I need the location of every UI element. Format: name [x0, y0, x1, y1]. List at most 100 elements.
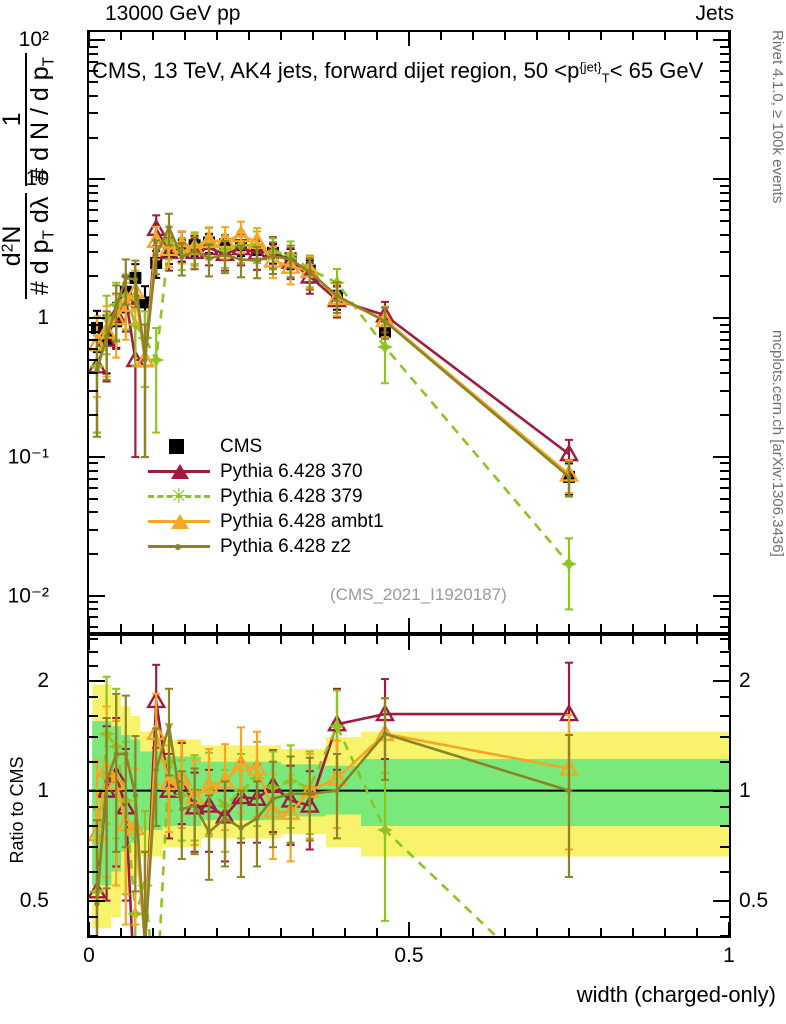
x-tick-main-top — [536, 32, 538, 40]
y-tick-main-right — [720, 338, 729, 341]
x-tick-ratio-bottom — [600, 928, 602, 936]
x-tick-ratio-bottom — [408, 922, 410, 936]
legend-key-ambt1 — [148, 509, 210, 534]
x-tick-ratio-top — [312, 636, 314, 644]
x-tick-ratio-bottom — [216, 928, 218, 936]
legend-key-cms — [148, 434, 210, 459]
marker-dot — [166, 723, 172, 729]
x-tick-ratio-bottom — [440, 928, 442, 936]
y-tick-main-right — [720, 199, 729, 202]
x-tick-ratio-bottom — [248, 928, 250, 936]
x-tick-main-bottom — [600, 624, 602, 632]
x-tick-main-top — [312, 32, 314, 40]
y-tick-main-right — [720, 486, 729, 489]
x-tick-main-top — [632, 32, 634, 40]
legend-item-p370[interactable]: Pythia 6.428 370 — [148, 459, 384, 484]
y-tick-main — [89, 136, 98, 139]
legend-item-p379[interactable]: ✳ Pythia 6.428 379 — [148, 484, 384, 509]
marker-triangle — [230, 224, 252, 243]
rivet-version-caption: Rivet 4.1.0, ≥ 100k events — [769, 30, 786, 204]
y-tick-main-right — [713, 178, 729, 181]
x-tick-main-top — [248, 32, 250, 40]
y-ticklabel-ratio-right: 0.5 — [739, 888, 769, 912]
y-tick-main-right — [720, 347, 729, 350]
x-tick-main-bottom — [312, 624, 314, 632]
x-tick-ratio-top — [152, 636, 154, 644]
y-tick-main-right — [720, 94, 729, 97]
y-tick-ratio — [89, 650, 98, 653]
y-tick-main-right — [720, 275, 729, 278]
x-tick-main-bottom — [344, 624, 346, 632]
x-tick-main-top — [280, 32, 282, 40]
x-tick-main-top — [472, 32, 474, 40]
marker-dot — [288, 791, 294, 797]
main-plot-panel — [87, 30, 731, 634]
x-tick-main-bottom — [536, 624, 538, 632]
marker-dot — [307, 791, 313, 797]
x-tick-ratio-top — [248, 636, 250, 644]
marker-dot — [206, 829, 212, 835]
y-tick-main — [89, 414, 98, 417]
y-ticklabel-ratio-right: 2 — [739, 668, 751, 692]
y-tick-main-right — [720, 462, 729, 465]
marker-dot — [132, 276, 138, 283]
y-tick-ratio — [89, 870, 98, 873]
x-tick-main-bottom — [568, 624, 570, 632]
x-tick-ratio-top — [344, 636, 346, 644]
y-tick-main — [89, 358, 98, 361]
ratio-plot-panel — [87, 634, 731, 938]
y-tick-main — [89, 233, 98, 236]
y-tick-main-right — [720, 358, 729, 361]
x-tick-main-top — [728, 32, 730, 46]
y-tick-main — [89, 469, 98, 472]
y-ticklabel-main: 10 — [25, 167, 49, 191]
y-tick-ratio-right — [713, 899, 729, 902]
marker-triangle — [230, 753, 252, 772]
y-tick-ratio-right — [720, 846, 729, 849]
marker-star — [561, 555, 577, 572]
x-tick-main-top — [696, 32, 698, 40]
y-tick-main — [89, 497, 98, 500]
x-tick-ratio-top — [664, 636, 666, 644]
legend-item-cms[interactable]: CMS — [148, 434, 384, 459]
y-tick-main — [89, 250, 98, 253]
x-tick-main-bottom — [248, 624, 250, 632]
marker-dot — [123, 751, 129, 757]
y-tick-ratio-right — [720, 736, 729, 739]
legend-marker-cms — [169, 439, 184, 454]
y-tick-main — [89, 338, 98, 341]
x-tick-ratio-top — [504, 636, 506, 644]
x-tick-ratio-bottom — [472, 928, 474, 936]
marker-dot — [113, 751, 119, 757]
marker-dot — [566, 788, 572, 794]
y-tick-main — [89, 112, 98, 115]
legend-marker-ambt1 — [171, 514, 189, 529]
y-tick-main-right — [720, 372, 729, 375]
legend-item-ambt1[interactable]: Pythia 6.428 ambt1 — [148, 509, 384, 534]
legend-item-z2[interactable]: Pythia 6.428 z2 — [148, 534, 384, 559]
y-tick-ratio-right — [720, 760, 729, 763]
y-tick-main — [89, 81, 98, 84]
x-tick-ratio-bottom — [312, 928, 314, 936]
marker-star — [148, 351, 165, 368]
marker-dot — [238, 825, 244, 831]
x-tick-ratio-top — [728, 636, 730, 650]
x-tick-ratio-bottom — [376, 928, 378, 936]
y-tick-main-right — [720, 497, 729, 500]
y-tick-main — [89, 52, 98, 55]
y-tick-main-right — [720, 414, 729, 417]
x-tick-ratio-bottom — [664, 928, 666, 936]
series-z2 — [93, 212, 573, 498]
x-tick-main-bottom — [696, 624, 698, 632]
marker-dot — [132, 792, 138, 799]
y-tick-ratio — [89, 846, 98, 849]
marker-dot — [566, 474, 572, 480]
y-tick-main-right — [720, 81, 729, 84]
y-tick-main — [89, 511, 98, 514]
x-axis-label: width (charged-only) — [576, 982, 776, 1007]
y-tick-main-right — [720, 209, 729, 212]
x-tick-main-top — [216, 32, 218, 40]
y-tick-ratio-right — [720, 916, 729, 919]
marker-dot — [104, 333, 110, 339]
x-tick-ratio-bottom — [280, 928, 282, 936]
